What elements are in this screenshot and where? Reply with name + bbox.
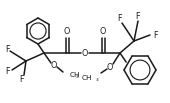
Text: F: F <box>136 12 140 20</box>
Text: F: F <box>5 44 9 53</box>
Text: O: O <box>64 26 70 36</box>
Text: F: F <box>6 67 10 75</box>
Text: CH: CH <box>70 72 81 78</box>
Text: F: F <box>20 74 24 84</box>
Text: ₃: ₃ <box>96 76 99 82</box>
Text: O: O <box>100 26 106 36</box>
Text: F: F <box>118 13 122 22</box>
Text: F: F <box>153 30 157 39</box>
Text: O: O <box>51 60 57 70</box>
Text: O: O <box>107 63 113 71</box>
Text: CH: CH <box>81 75 92 81</box>
Text: ₃: ₃ <box>75 73 78 79</box>
Text: O: O <box>82 49 88 57</box>
